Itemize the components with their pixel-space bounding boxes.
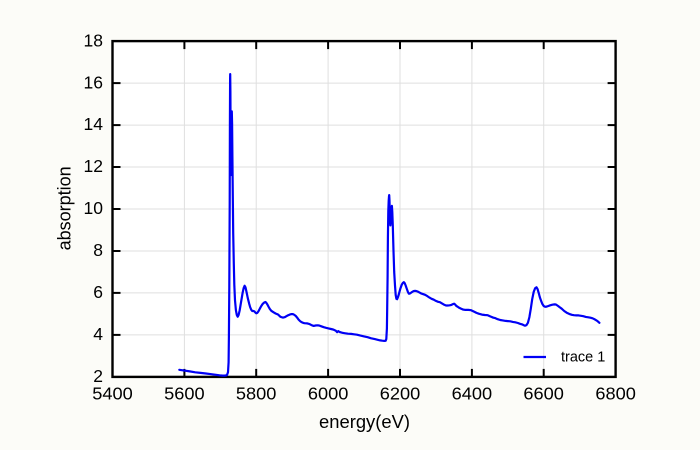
- svg-text:6000: 6000: [308, 384, 349, 404]
- svg-text:trace 1: trace 1: [561, 350, 605, 366]
- svg-text:6: 6: [93, 282, 103, 302]
- svg-text:12: 12: [84, 156, 103, 176]
- svg-text:14: 14: [84, 114, 104, 134]
- svg-text:5800: 5800: [236, 384, 277, 404]
- svg-text:6400: 6400: [452, 384, 493, 404]
- svg-text:18: 18: [84, 30, 103, 50]
- svg-text:6200: 6200: [380, 384, 421, 404]
- svg-text:5600: 5600: [164, 384, 205, 404]
- svg-text:10: 10: [84, 198, 104, 218]
- svg-text:16: 16: [84, 72, 103, 92]
- svg-text:2: 2: [93, 366, 103, 386]
- svg-text:8: 8: [93, 240, 103, 260]
- svg-text:6800: 6800: [595, 384, 636, 404]
- svg-text:5400: 5400: [92, 384, 133, 404]
- svg-text:6600: 6600: [523, 384, 564, 404]
- svg-text:4: 4: [93, 324, 103, 344]
- svg-text:energy(eV): energy(eV): [319, 412, 410, 432]
- svg-text:absorption: absorption: [55, 166, 75, 250]
